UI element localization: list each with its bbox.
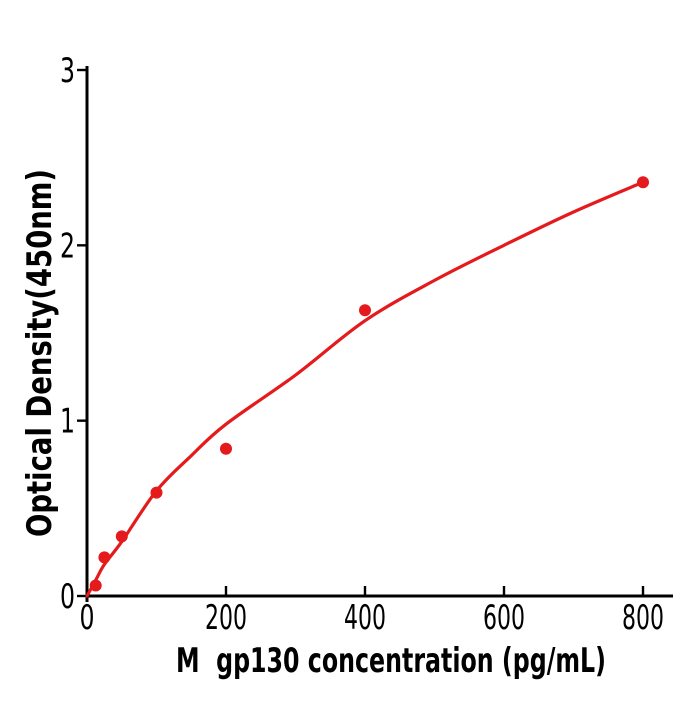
- x-tick-label: 400: [344, 598, 386, 638]
- data-point: [89, 579, 102, 592]
- x-axis-title: M gp130 concentration (pg/mL): [176, 641, 606, 681]
- y-tick-label: 3: [60, 51, 75, 91]
- y-tick-label: 2: [60, 226, 75, 266]
- data-point: [359, 304, 371, 317]
- axes: [85, 66, 673, 602]
- y-axis-title: Optical Density(450nm): [20, 169, 60, 537]
- tick-labels: 0 200 400 600 800 0 1 2 3: [60, 51, 664, 638]
- fitted-curve: [85, 180, 645, 598]
- data-point: [115, 530, 128, 543]
- y-tick-label: 0: [60, 577, 75, 617]
- data-point: [637, 176, 649, 189]
- data-point: [220, 442, 232, 455]
- x-tick-label: 200: [205, 598, 247, 638]
- x-tick-label: 600: [483, 598, 525, 638]
- y-tick-label: 1: [60, 402, 75, 442]
- data-point: [98, 551, 111, 564]
- x-tick-label: 800: [622, 598, 664, 638]
- x-tick-label: 0: [80, 598, 95, 638]
- data-point: [150, 486, 163, 499]
- plot-series: [85, 176, 649, 598]
- axis-ticks: [77, 68, 645, 598]
